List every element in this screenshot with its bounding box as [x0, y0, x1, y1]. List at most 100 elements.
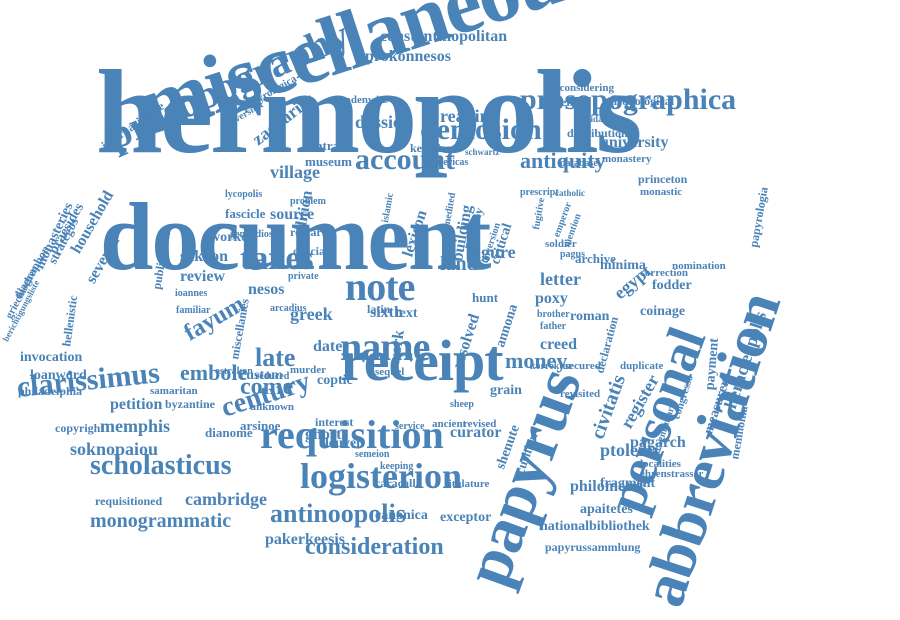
word-figure: figure — [470, 242, 516, 263]
word-document: document — [100, 183, 491, 291]
word-curator: curator — [450, 423, 502, 441]
word-secured: secured — [565, 359, 601, 372]
word-date: date — [313, 337, 343, 355]
word-sequel: sequel — [375, 365, 405, 378]
word-distribution: distribution — [567, 126, 628, 141]
word-remark: remark — [290, 225, 329, 240]
word-consideration: consideration — [305, 534, 444, 561]
word-review: review — [180, 267, 226, 285]
word-correction: correction — [640, 266, 689, 279]
word-money: money — [505, 347, 568, 373]
word-philadelphia: philadelphia — [18, 384, 83, 399]
word-monastery: monastery — [602, 152, 652, 165]
word-university: university — [600, 133, 669, 151]
word-catholic: catholic — [555, 187, 585, 198]
word-poxy: poxy — [535, 289, 568, 307]
word-fodder: fodder — [652, 277, 692, 293]
word-interest: interest — [315, 415, 354, 430]
word-logisterion: logisterion — [300, 456, 462, 497]
word-fascicle: fascicle — [225, 206, 266, 222]
word-service: service — [395, 420, 425, 432]
word-nationalbibliothek: nationalbibliothek — [540, 518, 650, 534]
word-leuven: leuven — [325, 435, 364, 451]
word-worker: worker — [210, 229, 254, 245]
word-keeping: keeping — [380, 460, 414, 472]
word-prokonnesos: prokonnesos — [365, 47, 451, 65]
word-memphis: memphis — [100, 416, 171, 437]
word-sakaon: sakaon — [180, 247, 229, 265]
word-ehrenstrasser: ehrenstrasser — [640, 467, 704, 480]
word-invocation: invocation — [20, 349, 83, 365]
word-letter: letter — [540, 269, 581, 290]
word-korrektur: korrektur — [530, 360, 573, 372]
word-familiar: familiar — [176, 304, 211, 316]
word-ioannes: ioannes — [175, 287, 208, 299]
word-unknown: unknown — [250, 400, 295, 413]
word-caracalla: caracalla — [375, 476, 422, 491]
word-pakerkeesis: pakerkeesis — [265, 530, 345, 548]
word-requisition: requisition — [260, 412, 444, 458]
word-ancient: ancient — [432, 417, 467, 430]
word-papyrussammlung: papyrussammlung — [545, 540, 641, 555]
word-village: village — [270, 162, 320, 183]
word-samaritan: samaritan — [150, 384, 198, 397]
word-schwartz: schwartz — [465, 146, 500, 157]
word-revised: revised — [463, 417, 497, 430]
word-dianome: dianome — [205, 425, 253, 441]
word-monastic: monastic — [640, 185, 683, 198]
word-account: account — [355, 143, 455, 177]
word-cambridge: cambridge — [185, 489, 267, 510]
word-greek: greek — [290, 304, 333, 325]
word-note: note — [345, 264, 415, 310]
word-brother: brother — [537, 308, 570, 320]
word-arcadius: arcadius — [270, 302, 307, 314]
word-contract: contract — [303, 138, 350, 154]
word-byzantine: byzantine — [165, 397, 216, 412]
word-coptic: coptic — [317, 372, 353, 388]
word-late: late — [255, 342, 296, 372]
word-prosopographica: prosopographica — [520, 83, 737, 117]
word-monogrammatic: monogrammatic — [90, 509, 232, 532]
word-annona: annona — [493, 301, 522, 349]
word-source: source — [270, 205, 315, 223]
word-sixth: sixth — [370, 303, 403, 321]
word-fragment: fragment — [600, 475, 656, 491]
word-petition: petition — [110, 395, 163, 413]
word-creed: creed — [540, 335, 578, 353]
word-ghost: ghost — [305, 425, 342, 443]
word-land: land — [440, 252, 478, 275]
word-arsinoe: arsinoe — [240, 418, 281, 434]
word-semeion: semeion — [355, 448, 390, 460]
word-apaitetes: apaitetes — [580, 501, 633, 517]
word-hunt: hunt — [472, 290, 499, 306]
word-requisitioned: requisitioned — [95, 494, 163, 509]
word-duplicate: duplicate — [620, 359, 664, 372]
word-nomination: nomination — [672, 259, 726, 272]
word-loanword: loanword — [30, 367, 87, 383]
word-text: text — [395, 305, 418, 321]
word-embole: embole — [180, 359, 248, 385]
word-custom: custom — [240, 367, 283, 383]
word-gennadios: gennadios — [230, 228, 273, 240]
word-coinage: coinage — [640, 303, 686, 319]
word-problem: problem — [290, 195, 326, 207]
word-father: father — [540, 320, 567, 332]
word-sheep: sheep — [450, 398, 474, 410]
word-canonica: canonica — [375, 507, 428, 523]
word-keration: keration — [410, 141, 454, 156]
word-murder: murder — [290, 363, 327, 376]
word-prescript: prescript — [520, 186, 559, 198]
word-elucidation: elucidation — [575, 113, 618, 124]
word-dossier: dossier — [355, 112, 409, 133]
word-minima: minima — [600, 257, 646, 273]
word-archive: archive — [575, 251, 616, 267]
word-ptolemy: ptolemy — [600, 440, 662, 461]
word-pagarch: pagarch — [630, 433, 686, 451]
word-americas: americas — [430, 156, 469, 168]
word-database: database — [560, 157, 598, 169]
word-soldier: soldier — [545, 237, 577, 250]
word-reduced: reduced — [255, 370, 290, 382]
word-localities: localities — [640, 457, 681, 470]
word-revisited: revisited — [560, 387, 601, 400]
